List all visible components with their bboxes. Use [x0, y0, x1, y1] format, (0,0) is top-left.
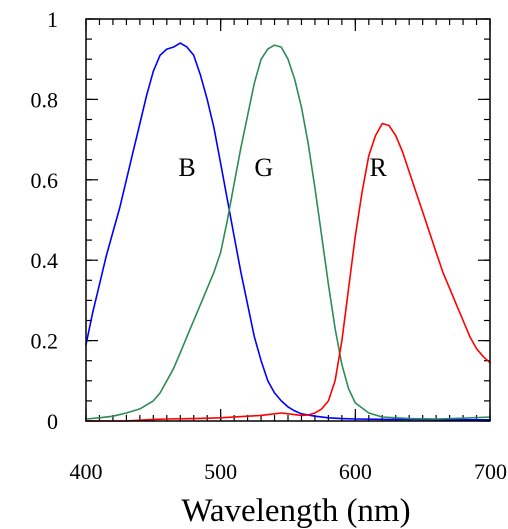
x-axis-title: Wavelength (nm) [181, 493, 410, 529]
tick-labels: 400 500 600 700 0 0.2 0.4 0.6 0.8 1 [31, 7, 508, 484]
series-layer [85, 42, 491, 422]
x-tick-label: 500 [204, 459, 237, 484]
y-tick-label: 0.4 [31, 248, 59, 273]
y-tick-label: 0.8 [31, 87, 59, 112]
y-tick-label: 1 [47, 7, 58, 32]
series-line-b [85, 42, 491, 421]
x-tick-label: 600 [339, 459, 372, 484]
series-line-r [85, 122, 491, 422]
series-label-g: G [254, 153, 273, 182]
y-tick-label: 0 [47, 409, 58, 434]
plot-frame [85, 18, 491, 422]
y-tick-label: 0.2 [31, 329, 59, 354]
minor-ticks [85, 18, 491, 422]
series-line-g [85, 44, 491, 420]
major-ticks [85, 18, 491, 422]
x-tick-label: 700 [474, 459, 507, 484]
series-label-b: B [178, 153, 195, 182]
series-label-r: R [370, 153, 388, 182]
y-tick-label: 0.6 [31, 168, 59, 193]
x-tick-label: 400 [70, 459, 103, 484]
